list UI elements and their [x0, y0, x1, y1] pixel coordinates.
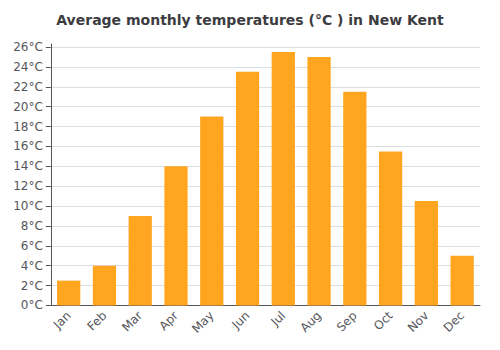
svg-text:2°C: 2°C — [21, 279, 43, 293]
svg-text:Feb: Feb — [85, 309, 110, 334]
svg-text:26°C: 26°C — [13, 40, 43, 54]
svg-text:4°C: 4°C — [21, 259, 43, 273]
svg-text:Oct: Oct — [371, 308, 396, 333]
svg-text:24°C: 24°C — [13, 60, 43, 74]
svg-text:16°C: 16°C — [13, 139, 43, 153]
svg-text:6°C: 6°C — [21, 239, 43, 253]
svg-text:12°C: 12°C — [13, 179, 43, 193]
svg-text:Apr: Apr — [156, 308, 181, 333]
svg-text:Sep: Sep — [334, 309, 360, 335]
svg-text:Mar: Mar — [119, 308, 145, 334]
svg-text:20°C: 20°C — [13, 100, 43, 114]
svg-text:Aug: Aug — [298, 309, 324, 335]
svg-text:0°C: 0°C — [21, 298, 43, 312]
svg-text:22°C: 22°C — [13, 80, 43, 94]
svg-text:8°C: 8°C — [21, 219, 43, 233]
svg-text:Jun: Jun — [229, 309, 253, 333]
svg-text:Jul: Jul — [267, 309, 288, 330]
svg-text:Jan: Jan — [50, 309, 74, 333]
svg-text:May: May — [189, 309, 216, 336]
svg-text:Nov: Nov — [405, 309, 431, 335]
svg-text:Average monthly temperatures (: Average monthly temperatures (°C ) in Ne… — [56, 12, 444, 28]
svg-text:14°C: 14°C — [13, 159, 43, 173]
svg-text:18°C: 18°C — [13, 120, 43, 134]
svg-text:Dec: Dec — [441, 309, 467, 335]
svg-text:10°C: 10°C — [13, 199, 43, 213]
